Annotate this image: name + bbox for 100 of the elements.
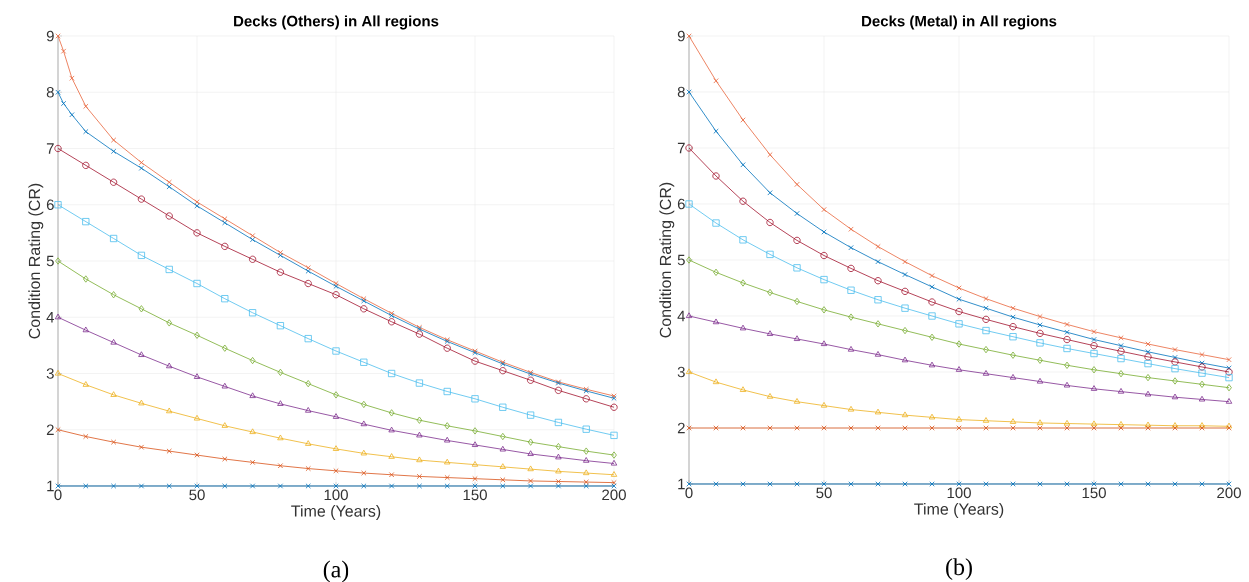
y-axis-title: Condition Rating (CR) xyxy=(28,183,44,339)
point xyxy=(138,483,145,489)
point xyxy=(249,428,256,434)
point xyxy=(1063,381,1071,388)
point xyxy=(138,444,145,450)
point xyxy=(929,333,935,341)
point xyxy=(1117,354,1125,363)
point xyxy=(901,356,909,363)
point xyxy=(713,268,719,276)
point xyxy=(1009,418,1017,424)
point xyxy=(955,366,963,372)
point xyxy=(583,483,589,489)
point xyxy=(388,483,395,489)
point xyxy=(83,103,89,109)
point xyxy=(471,395,479,403)
y-tick-label: 6 xyxy=(677,198,685,210)
point xyxy=(740,279,746,287)
point xyxy=(360,449,367,456)
point xyxy=(739,197,747,205)
point xyxy=(222,456,228,462)
point xyxy=(276,268,285,276)
y-axis-title: Condition Rating (CR) xyxy=(659,182,675,338)
x-tick-label: 100 xyxy=(947,487,971,499)
point xyxy=(388,369,396,378)
point xyxy=(110,483,117,489)
point xyxy=(499,403,507,411)
point xyxy=(83,483,89,489)
point xyxy=(686,256,692,264)
point xyxy=(685,144,693,152)
point xyxy=(277,463,284,469)
point xyxy=(555,467,562,474)
y-tick-label: 6 xyxy=(46,199,54,211)
point xyxy=(767,190,773,196)
point xyxy=(82,381,89,387)
y-tick-label: 4 xyxy=(677,310,686,322)
point xyxy=(555,453,562,460)
point xyxy=(847,346,855,352)
point xyxy=(60,100,67,107)
point xyxy=(685,312,693,318)
point xyxy=(110,338,117,345)
point xyxy=(443,344,451,352)
point xyxy=(110,234,118,243)
point xyxy=(360,358,368,366)
point xyxy=(767,152,773,158)
point xyxy=(582,425,590,433)
point xyxy=(110,148,117,154)
point xyxy=(766,250,774,258)
point xyxy=(820,402,828,408)
point xyxy=(1009,333,1017,341)
x-axis-title: Time (Years) xyxy=(914,503,1004,518)
point xyxy=(332,413,340,419)
point xyxy=(360,420,367,427)
point xyxy=(610,403,618,411)
point xyxy=(249,236,256,243)
point xyxy=(820,340,828,346)
point xyxy=(1090,349,1098,358)
y-tick-label: 8 xyxy=(677,86,685,98)
point xyxy=(1091,329,1097,335)
point xyxy=(582,395,590,403)
point xyxy=(1090,420,1098,427)
point xyxy=(820,276,828,284)
point xyxy=(685,200,693,208)
point xyxy=(1171,393,1179,400)
point xyxy=(739,236,747,244)
point xyxy=(138,165,145,171)
point xyxy=(304,335,312,343)
x-tick-label: 0 xyxy=(54,489,62,501)
point xyxy=(110,291,117,299)
point xyxy=(110,391,117,397)
text: (a) xyxy=(323,560,349,582)
point xyxy=(712,378,720,385)
point xyxy=(276,322,285,330)
point xyxy=(1009,374,1017,380)
x-tick-label: 150 xyxy=(1082,487,1106,499)
point xyxy=(416,483,423,489)
point xyxy=(1090,342,1098,350)
point xyxy=(472,476,478,482)
point xyxy=(874,296,882,304)
point xyxy=(305,465,311,472)
point xyxy=(54,201,62,209)
point xyxy=(193,279,201,288)
point xyxy=(928,413,936,420)
y-tick-label: 1 xyxy=(678,478,685,490)
point xyxy=(249,483,256,489)
point xyxy=(110,178,118,186)
point xyxy=(611,451,617,459)
point xyxy=(1144,353,1152,361)
point xyxy=(222,220,228,226)
point xyxy=(249,233,256,239)
point xyxy=(55,257,61,265)
point xyxy=(610,471,618,477)
x-tick-label: 50 xyxy=(189,489,205,501)
point xyxy=(332,445,340,451)
point xyxy=(83,128,89,135)
point xyxy=(1091,336,1097,343)
point xyxy=(222,344,228,352)
point xyxy=(901,287,909,295)
point xyxy=(527,411,535,419)
point xyxy=(1145,349,1151,355)
point xyxy=(166,184,172,190)
